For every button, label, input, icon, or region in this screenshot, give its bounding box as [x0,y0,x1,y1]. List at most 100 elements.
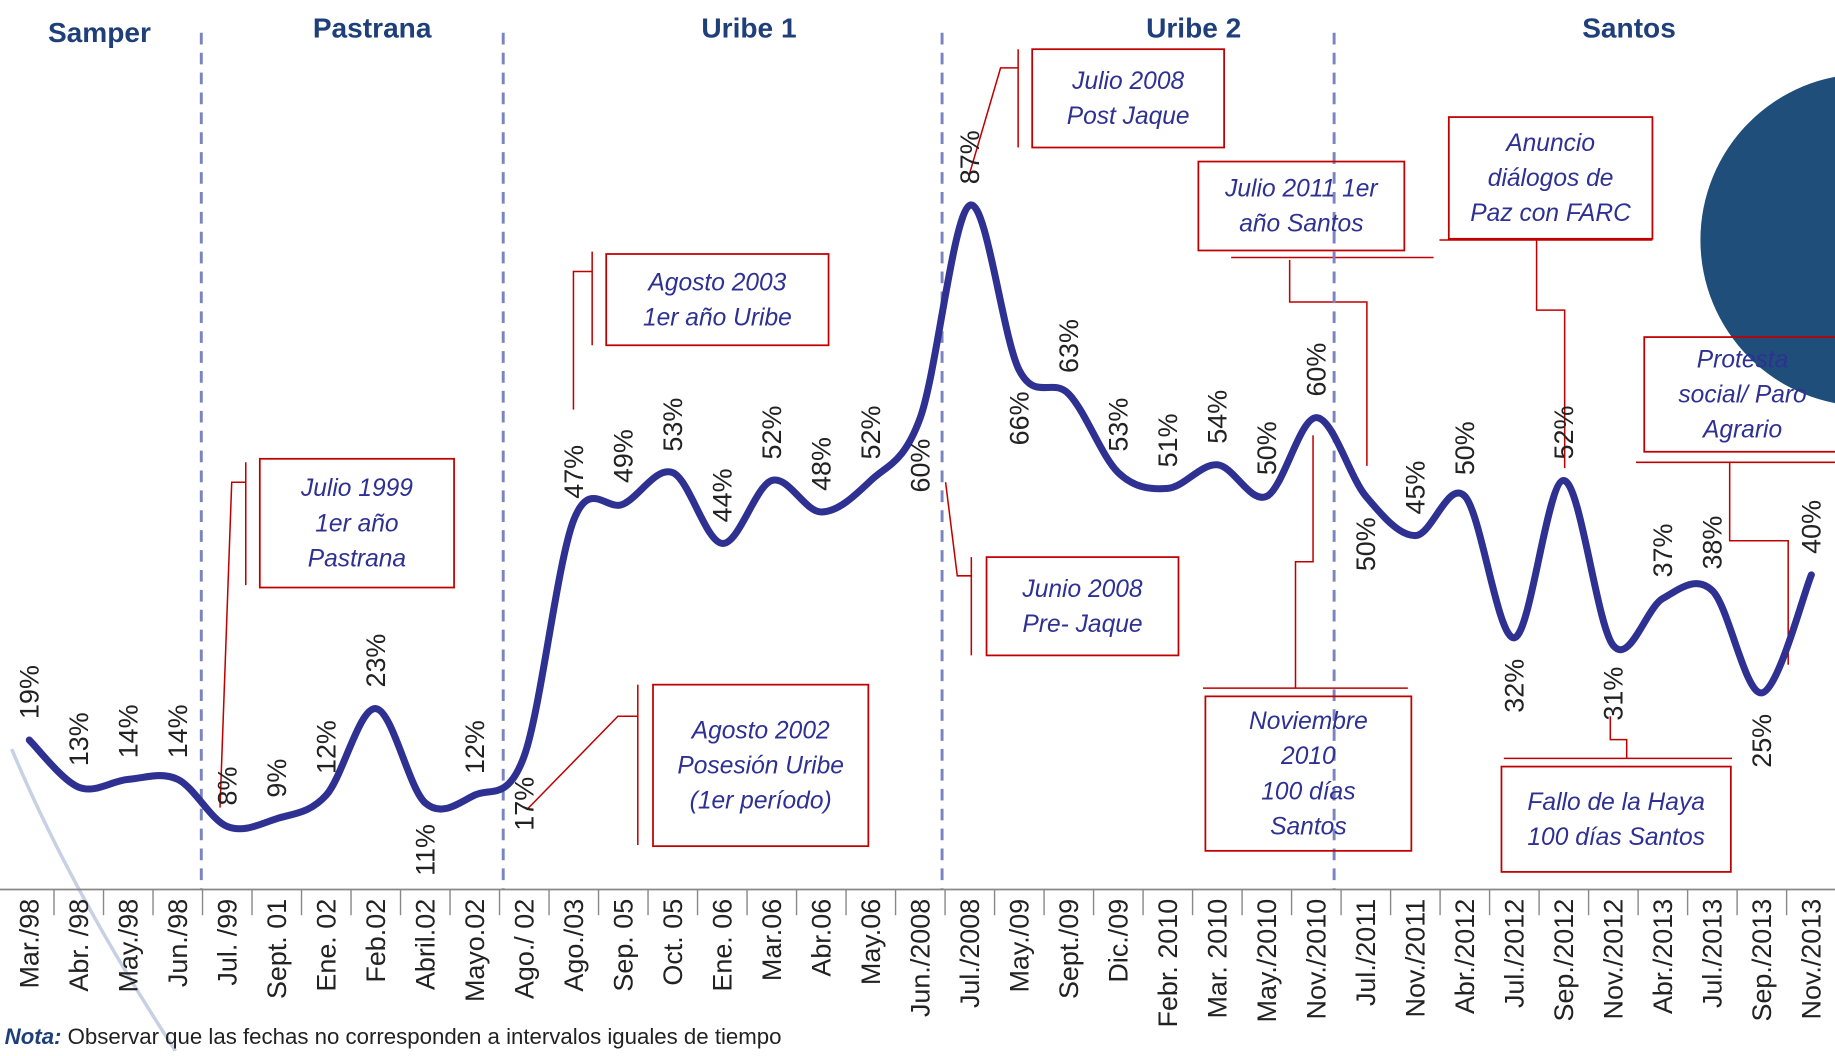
annotation-text: Julio 2011 1er [1224,176,1378,203]
annotation-box [605,253,830,347]
x-tick-label: Ago./03 [559,899,589,992]
data-label: 40% [1797,500,1827,554]
x-tick-label: Jul./2013 [1698,899,1728,1008]
data-label: 9% [262,759,292,798]
data-label: 50% [1252,421,1282,475]
x-tick-label: Ene. 02 [312,899,342,992]
annotation: Fallo de la Haya 100 días Santos [1500,765,1732,873]
annotation-text: Julio 2008 [1071,68,1184,95]
annotation-text: Protesta [1697,347,1788,374]
annotation: Julio 2008 Post Jaque [1031,48,1225,149]
data-label: 8% [213,767,243,806]
data-label: 11% [411,824,441,876]
annotation-text: 1er año Uribe [643,304,792,331]
annotation: Agosto 2003 1er año Uribe [605,253,830,347]
annotation-text: 100 días [1261,778,1355,805]
period-title: Uribe 2 [1146,12,1241,43]
data-label: 53% [1104,398,1134,452]
annotation-text: (1er período) [690,788,832,815]
annotation-text: Agosto 2003 [646,269,786,296]
data-label: 47% [559,445,589,499]
annotation-box [1500,765,1732,873]
annotation-text: Anuncio [1504,130,1595,157]
note-text: Observar que las fechas no corresponden … [61,1024,781,1049]
period-title: Uribe 1 [701,12,796,43]
x-tick-label: Dic./09 [1104,899,1134,983]
x-tick-label: Nov./2010 [1302,899,1332,1020]
data-label: 13% [64,712,94,766]
data-label: 12% [460,720,490,774]
data-label: 25% [1747,714,1777,768]
data-label: 54% [1203,390,1233,444]
x-tick-label: Abr./2012 [1450,899,1480,1014]
annotation-text: Junio 2008 [1021,576,1143,603]
x-tick-label: Jul./2011 [1351,899,1381,1006]
data-label: 31% [1599,667,1629,721]
x-tick-label: Sept./09 [1054,899,1084,999]
x-tick-label: Nov./2012 [1599,899,1629,1020]
data-label: 14% [114,704,144,758]
x-tick-label: Abr.06 [807,899,837,977]
x-tick-label: May./98 [114,899,144,993]
annotation-text: Pastrana [308,545,406,572]
annotation-box [1447,116,1654,240]
x-tick-label: Nov./2011 [1401,899,1431,1018]
x-tick-label: Mar.06 [757,899,787,981]
x-tick-label: Abr. /98 [64,899,94,992]
data-label: 17% [510,777,540,831]
annotation-text: Fallo de la Haya [1527,789,1705,816]
x-tick-label: Sept. 01 [262,899,292,999]
period-title: Samper [48,17,151,48]
data-label: 51% [1153,413,1183,467]
annotation-text: Agrario [1701,417,1782,444]
x-tick-label: Abr./2013 [1648,899,1678,1014]
annotation-text: año Santos [1239,211,1363,238]
x-tick-label: Abril.02 [411,899,441,990]
data-label: 44% [708,469,738,523]
x-tick-label: Sep./2012 [1549,899,1579,1022]
annotation: Julio 1999 1er año Pastrana [258,457,455,589]
data-label: 23% [361,634,391,688]
data-label: 48% [807,437,837,491]
annotation-text: Noviembre [1249,708,1368,735]
note: Nota: Observar que las fechas no corresp… [5,1024,782,1049]
annotation: Anuncio diálogos de Paz con FARC [1447,116,1654,240]
annotation: Junio 2008 Pre- Jaque [985,556,1180,657]
data-label: 63% [1054,319,1084,373]
annotation-box [1643,336,1835,453]
x-tick-label: Jun./2008 [906,899,936,1017]
line [25,201,1815,833]
annotation-text: Agosto 2002 [690,717,830,744]
annotation-text: diálogos de [1488,165,1614,192]
x-tick-label: Feb.02 [361,899,391,983]
data-label: 52% [757,406,787,460]
annotation-text: Julio 1999 [300,475,413,502]
data-label: 45% [1401,461,1431,515]
annotation: Noviembre 2010 100 días Santos [1204,695,1413,852]
x-tick-label: Mayo.02 [460,899,490,1002]
x-tick-label: Mar. 2010 [1203,899,1233,1019]
annotation: Agosto 2002 Posesión Uribe (1er período) [652,683,870,848]
annotation-box [258,457,455,589]
x-tick-label: Ago./ 02 [510,899,540,999]
annotation-text: 100 días Santos [1527,824,1705,851]
x-tick-label: Jul. /99 [213,899,243,986]
x-tick-label: May.06 [856,899,886,985]
x-tick-label: Sep./2013 [1747,899,1777,1022]
annotation: Julio 2011 1er año Santos [1197,160,1406,252]
annotation-box [985,556,1180,657]
data-label: 32% [1500,659,1530,713]
annotation-text: 2010 [1280,743,1336,770]
annotation-text: social/ Paro [1678,382,1806,409]
x-tick-label: Ene. 06 [708,899,738,992]
data-label: 37% [1648,524,1678,578]
data-label: 50% [1351,517,1381,571]
data-label: 19% [15,665,45,719]
data-label: 52% [856,406,886,460]
data-label: 66% [1005,391,1035,445]
decor-arc [10,748,178,1052]
annotation-text: 1er año [315,510,398,537]
x-tick-label: Febr. 2010 [1153,899,1183,1028]
annotation-text: Paz con FARC [1470,200,1631,227]
